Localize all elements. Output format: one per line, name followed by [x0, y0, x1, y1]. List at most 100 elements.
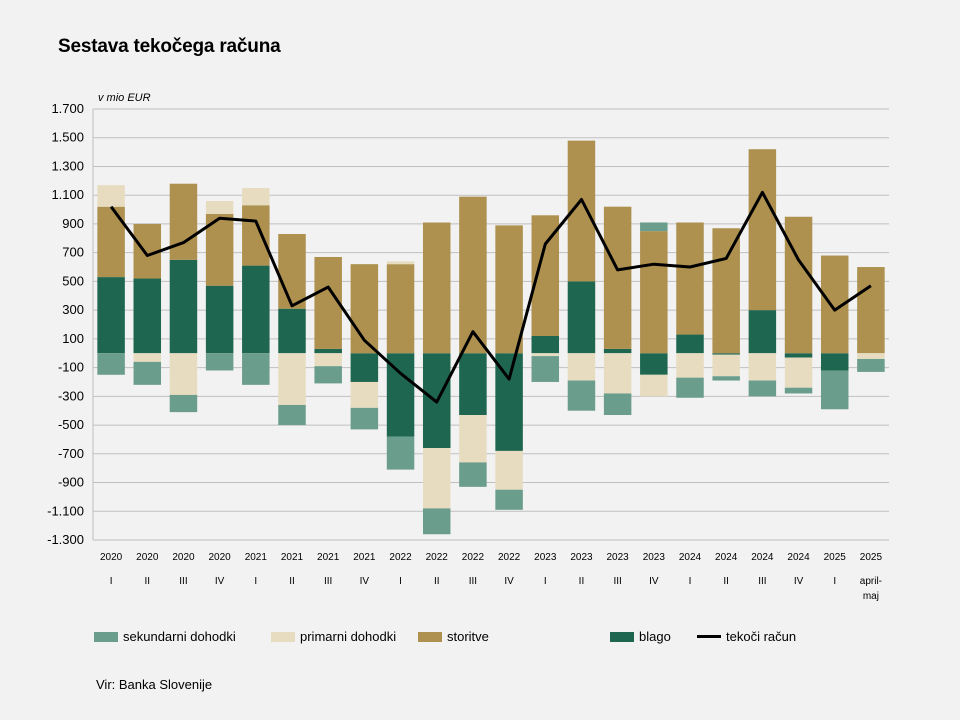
- bar-sekundarni-dohodki: [567, 380, 596, 411]
- bar-sekundarni-dohodki: [640, 222, 668, 232]
- bar-sekundarni-dohodki: [169, 394, 198, 413]
- bar-blago: [748, 310, 777, 354]
- bar-sekundarni-dohodki: [712, 376, 740, 381]
- legend-label-blago: blago: [639, 629, 671, 644]
- bar-primarni-dohodki: [784, 357, 813, 388]
- x-tick-year: 2021: [353, 552, 376, 563]
- y-tick-label: -300: [58, 388, 84, 403]
- y-tick-label: -1.100: [47, 503, 84, 518]
- bar-primarni-dohodki: [350, 381, 379, 408]
- x-tick-period: II: [579, 576, 585, 587]
- bar-primarni-dohodki: [278, 353, 306, 405]
- bar-blago: [603, 348, 632, 354]
- x-tick-period: II: [434, 576, 440, 587]
- bar-sekundarni-dohodki: [205, 353, 234, 371]
- y-tick-label: 300: [62, 302, 84, 317]
- y-tick-label: -500: [58, 417, 84, 432]
- y-tick-label: 500: [62, 273, 84, 288]
- y-tick-label: 100: [62, 331, 84, 346]
- x-tick-period-line2: maj: [863, 591, 879, 602]
- legend-swatch-storitve: [418, 631, 442, 642]
- bar-primarni-dohodki: [640, 374, 668, 397]
- legend-swatch-blago: [610, 631, 634, 642]
- bar-storitve: [784, 216, 813, 354]
- x-tick-year: 2023: [570, 552, 593, 563]
- bar-blago: [820, 353, 849, 371]
- legend-item-tekoci-racun: tekoči račun: [697, 629, 796, 644]
- bar-primarni-dohodki: [242, 188, 270, 206]
- x-tick-period: I: [689, 576, 692, 587]
- bar-sekundarni-dohodki: [314, 366, 342, 384]
- bar-primarni-dohodki: [495, 450, 523, 490]
- x-tick-year: 2025: [824, 552, 847, 563]
- bar-sekundarni-dohodki: [278, 404, 306, 426]
- bar-sekundarni-dohodki: [422, 508, 451, 535]
- bar-sekundarni-dohodki: [350, 407, 379, 430]
- x-tick-period: III: [469, 576, 477, 587]
- bar-blago: [784, 353, 813, 358]
- bar-primarni-dohodki: [676, 353, 704, 378]
- x-tick-period: II: [289, 576, 295, 587]
- x-tick-year: 2022: [426, 552, 449, 563]
- bar-storitve: [748, 149, 777, 311]
- x-tick-year: 2024: [679, 552, 702, 563]
- bar-primarni-dohodki: [567, 353, 596, 381]
- bar-blago: [242, 265, 270, 354]
- bar-primarni-dohodki: [133, 353, 162, 362]
- bar-storitve: [676, 222, 704, 335]
- bar-primarni-dohodki: [857, 353, 885, 359]
- bar-blago: [278, 308, 306, 354]
- bar-storitve: [242, 205, 270, 266]
- y-tick-label: 700: [62, 245, 84, 260]
- bar-storitve: [857, 267, 885, 354]
- x-tick-year: 2021: [245, 552, 268, 563]
- legend-swatch-primarni: [271, 631, 295, 642]
- bar-blago: [386, 353, 415, 437]
- bar-storitve: [459, 196, 487, 354]
- legend-item-storitve: storitve: [418, 629, 489, 644]
- bar-sekundarni-dohodki: [531, 356, 560, 382]
- bar-storitve: [278, 233, 306, 309]
- x-tick-period: IV: [360, 576, 370, 587]
- line-tekoci-racun: [109, 190, 872, 404]
- bar-blago: [531, 335, 560, 354]
- bar-blago: [640, 353, 668, 375]
- x-tick-period: IV: [215, 576, 225, 587]
- bar-primarni-dohodki: [169, 353, 198, 395]
- x-tick-period: I: [254, 576, 257, 587]
- x-tick-period: I: [544, 576, 547, 587]
- x-tick-period: april-: [860, 576, 882, 587]
- bar-blago: [314, 348, 342, 354]
- x-tick-period: III: [179, 576, 187, 587]
- x-tick-year: 2022: [462, 552, 485, 563]
- legend: sekundarni dohodki primarni dohodki stor…: [0, 629, 960, 649]
- bar-blago: [97, 277, 125, 354]
- x-tick-period: II: [144, 576, 150, 587]
- bar-sekundarni-dohodki: [820, 370, 849, 410]
- y-tick-label: 1.300: [51, 158, 84, 173]
- legend-label-storitve: storitve: [447, 629, 489, 644]
- x-tick-year: 2024: [787, 552, 810, 563]
- x-tick-period: III: [758, 576, 766, 587]
- legend-item-primarni: primarni dohodki: [271, 629, 396, 644]
- bar-blago: [205, 285, 234, 354]
- bar-primarni-dohodki: [531, 353, 560, 357]
- y-tick-label: -1.300: [47, 532, 84, 547]
- x-tick-period: I: [110, 576, 113, 587]
- bar-storitve: [712, 228, 740, 354]
- bar-blago: [133, 278, 162, 354]
- bar-blago: [459, 353, 487, 416]
- x-tick-period: IV: [649, 576, 659, 587]
- bar-blago: [169, 259, 198, 354]
- legend-label-primarni: primarni dohodki: [300, 629, 397, 644]
- legend-label-tekoci-racun: tekoči račun: [726, 629, 797, 644]
- bar-primarni-dohodki: [314, 353, 342, 367]
- bar-sekundarni-dohodki: [386, 436, 415, 470]
- bar-primarni-dohodki: [712, 354, 740, 377]
- y-tick-label: -100: [58, 360, 84, 375]
- x-tick-year: 2025: [860, 552, 883, 563]
- x-tick-period: II: [723, 576, 729, 587]
- x-tick-year: 2024: [751, 552, 774, 563]
- bar-sekundarni-dohodki: [676, 377, 704, 398]
